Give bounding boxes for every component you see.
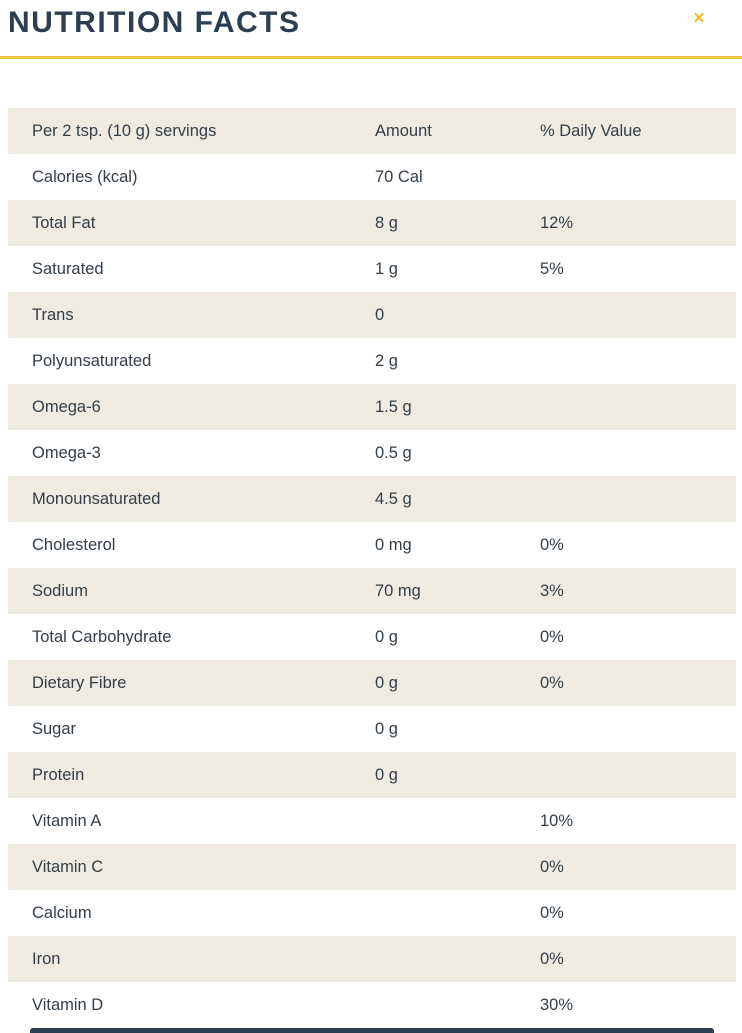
row-daily-value: 0%: [540, 903, 564, 922]
row-label: Dietary Fibre: [32, 673, 127, 692]
row-daily-value: 3%: [540, 581, 564, 600]
table-row: Total Carbohydrate 0 g 0%: [8, 614, 736, 660]
table-row: Sugar 0 g: [8, 706, 736, 752]
modal-header: NUTRITION FACTS ×: [0, 0, 742, 58]
row-amount: 2 g: [375, 351, 398, 370]
row-label: Omega-6: [32, 397, 101, 416]
column-header-amount: Amount: [375, 121, 432, 140]
row-amount: 0 g: [375, 627, 398, 646]
row-label: Omega-3: [32, 443, 101, 462]
table-row: Polyunsaturated 2 g: [8, 338, 736, 384]
row-label: Total Carbohydrate: [32, 627, 172, 646]
table-row: Total Fat 8 g 12%: [8, 200, 736, 246]
close-icon[interactable]: ×: [686, 6, 712, 32]
row-amount: 0 g: [375, 719, 398, 738]
column-header-serving: Per 2 tsp. (10 g) servings: [32, 121, 217, 140]
table-row: Calcium 0%: [8, 890, 736, 936]
row-label: Vitamin D: [32, 995, 104, 1014]
row-label: Vitamin C: [32, 857, 104, 876]
row-daily-value: 0%: [540, 857, 564, 876]
row-label: Total Fat: [32, 213, 96, 232]
row-amount: 70 mg: [375, 581, 421, 600]
table-row: Cholesterol 0 mg 0%: [8, 522, 736, 568]
row-amount: 4.5 g: [375, 489, 412, 508]
row-label: Iron: [32, 949, 61, 968]
table-row: Sodium 70 mg 3%: [8, 568, 736, 614]
table-row: Vitamin D 30%: [8, 982, 736, 1028]
row-amount: 70 Cal: [375, 167, 423, 186]
nutrition-table-body: Calories (kcal) 70 Cal Total Fat 8 g 12%…: [8, 154, 736, 1028]
row-amount: 8 g: [375, 213, 398, 232]
row-label: Sugar: [32, 719, 77, 738]
row-amount: 1 g: [375, 259, 398, 278]
row-daily-value: 0%: [540, 673, 564, 692]
table-row: Omega-3 0.5 g: [8, 430, 736, 476]
row-daily-value: 30%: [540, 995, 574, 1014]
bottom-bar: [30, 1028, 714, 1033]
row-label: Calories (kcal): [32, 167, 138, 186]
table-row: Monounsaturated 4.5 g: [8, 476, 736, 522]
row-daily-value: 12%: [540, 213, 574, 232]
row-daily-value: 0%: [540, 949, 564, 968]
row-label: Trans: [32, 305, 74, 324]
row-daily-value: 5%: [540, 259, 564, 278]
table-row: Calories (kcal) 70 Cal: [8, 154, 736, 200]
table-header-row: Per 2 tsp. (10 g) servings Amount % Dail…: [8, 108, 736, 154]
nutrition-table: Per 2 tsp. (10 g) servings Amount % Dail…: [8, 108, 736, 1028]
table-row: Trans 0: [8, 292, 736, 338]
row-amount: 0.5 g: [375, 443, 412, 462]
row-amount: 0 mg: [375, 535, 412, 554]
column-header-daily-value: % Daily Value: [540, 121, 642, 140]
table-row: Dietary Fibre 0 g 0%: [8, 660, 736, 706]
row-label: Monounsaturated: [32, 489, 161, 508]
row-label: Sodium: [32, 581, 88, 600]
row-amount: 0 g: [375, 765, 398, 784]
row-label: Protein: [32, 765, 85, 784]
row-daily-value: 0%: [540, 535, 564, 554]
row-label: Saturated: [32, 259, 104, 278]
row-amount: 0: [375, 305, 385, 324]
table-row: Iron 0%: [8, 936, 736, 982]
table-row: Vitamin A 10%: [8, 798, 736, 844]
row-amount: 1.5 g: [375, 397, 412, 416]
row-daily-value: 10%: [540, 811, 574, 830]
table-row: Omega-6 1.5 g: [8, 384, 736, 430]
row-label: Polyunsaturated: [32, 351, 152, 370]
row-daily-value: 0%: [540, 627, 564, 646]
yellow-divider: [0, 56, 742, 59]
row-label: Vitamin A: [32, 811, 102, 830]
row-label: Cholesterol: [32, 535, 116, 554]
page-title: NUTRITION FACTS: [8, 6, 301, 39]
row-amount: 0 g: [375, 673, 398, 692]
table-row: Protein 0 g: [8, 752, 736, 798]
row-label: Calcium: [32, 903, 92, 922]
table-row: Vitamin C 0%: [8, 844, 736, 890]
table-row: Saturated 1 g 5%: [8, 246, 736, 292]
